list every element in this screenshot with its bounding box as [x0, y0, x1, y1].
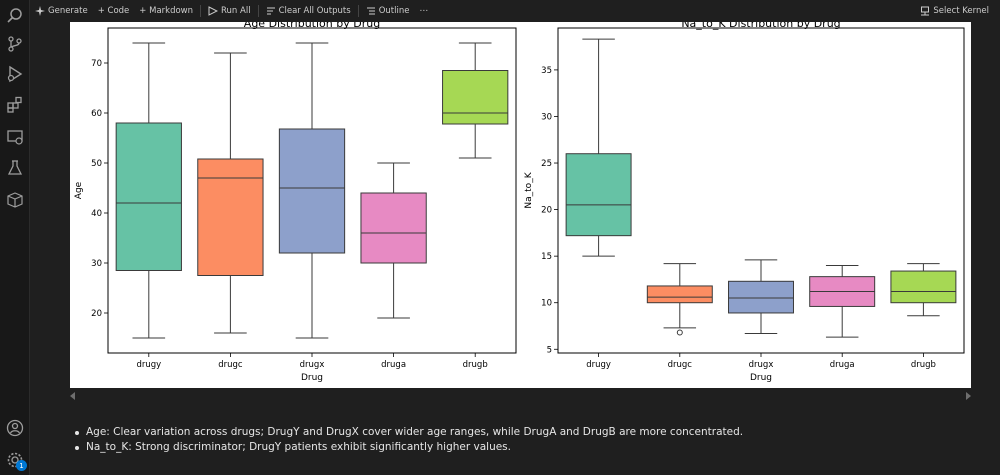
box-drugy: [115, 122, 182, 271]
output-horizontal-scrollbar[interactable]: [70, 390, 971, 402]
box-drugc: [646, 285, 713, 304]
y-tick-label: 60: [91, 109, 102, 119]
search-icon[interactable]: [5, 6, 25, 26]
clear-all-icon: [266, 7, 275, 15]
y-tick-label: 30: [91, 259, 102, 269]
y-tick-label: 10: [541, 299, 552, 309]
run-all-label: Run All: [221, 6, 251, 16]
outline-button[interactable]: Outline: [361, 0, 415, 22]
x-tick-label: drugy: [586, 360, 611, 370]
y-tick-label: 30: [541, 112, 552, 122]
box-drugy: [565, 153, 632, 237]
y-axis-label: Na_to_K: [524, 171, 534, 208]
x-tick-label: drugy: [136, 360, 161, 370]
box-drugc: [197, 158, 264, 276]
source-control-icon[interactable]: [5, 34, 25, 54]
x-tick-label: druga: [830, 360, 855, 370]
box-drugb: [890, 270, 957, 304]
clear-outputs-label: Clear All Outputs: [278, 6, 351, 16]
more-actions-icon: ⋯: [419, 6, 428, 16]
y-tick-label: 20: [541, 206, 552, 216]
account-icon[interactable]: [5, 418, 25, 438]
settings-badge: 1: [16, 460, 27, 471]
x-tick-label: drugb: [911, 360, 936, 370]
y-tick-label: 15: [541, 252, 552, 262]
x-tick-label: drugx: [300, 360, 325, 370]
run-all-icon: [208, 6, 219, 16]
notebook-toolbar: Generate + Code + Markdown Run All Clear…: [30, 0, 1000, 22]
x-tick-label: drugb: [463, 360, 488, 370]
y-tick-label: 20: [91, 309, 102, 319]
outline-icon: [366, 7, 375, 15]
note-item: Na_to_K: Strong discriminator; DrugY pat…: [72, 440, 972, 455]
add-markdown-label: + Markdown: [139, 6, 194, 16]
activity-bar: 1: [0, 0, 30, 475]
x-tick-label: drugc: [668, 360, 693, 370]
x-axis-label: Drug: [750, 373, 772, 383]
box-drugb: [442, 70, 509, 125]
box-drugx: [728, 280, 794, 314]
select-kernel-button[interactable]: Select Kernel: [915, 0, 994, 22]
y-tick-label: 50: [91, 159, 102, 169]
run-debug-icon[interactable]: [5, 64, 25, 84]
y-tick-label: 35: [541, 66, 552, 76]
outlier-point: [676, 329, 683, 336]
x-tick-label: drugx: [749, 360, 774, 370]
y-tick-label: 70: [91, 59, 102, 69]
generate-button[interactable]: Generate: [30, 0, 93, 22]
generate-label: Generate: [48, 6, 88, 16]
testing-icon[interactable]: [5, 158, 25, 178]
sparkle-icon: [35, 6, 45, 16]
x-tick-label: drugc: [218, 360, 243, 370]
x-tick-label: druga: [381, 360, 406, 370]
chart-title: Na_to_K Distribution by Drug: [681, 22, 840, 30]
toolbar-divider: [257, 5, 259, 17]
remote-explorer-icon[interactable]: [5, 127, 25, 147]
y-tick-label: 40: [91, 209, 102, 219]
toolbar-divider: [200, 5, 202, 17]
y-tick-label: 5: [547, 345, 552, 355]
markdown-notes: Age: Clear variation across drugs; DrugY…: [72, 425, 972, 455]
cell-output: Age Distribution by Drug 20 30 40 50 60 70 drug…: [70, 22, 971, 388]
chart-title: Age Distribution by Drug: [244, 22, 380, 30]
packages-icon[interactable]: [5, 190, 25, 210]
run-all-button[interactable]: Run All: [203, 0, 256, 22]
outline-label: Outline: [378, 6, 410, 16]
scroll-right-icon[interactable]: [966, 392, 971, 400]
clear-outputs-button[interactable]: Clear All Outputs: [261, 0, 356, 22]
select-kernel-label: Select Kernel: [933, 6, 989, 16]
boxplot-figure: Age Distribution by Drug 20 30 40 50 60 70 drug…: [74, 22, 965, 383]
box-drugx: [278, 128, 346, 254]
y-axis-label: Age: [74, 181, 84, 199]
note-item: Age: Clear variation across drugs; DrugY…: [72, 425, 972, 440]
kernel-icon: [921, 6, 930, 16]
toolbar-divider: [357, 5, 359, 17]
y-tick-label: 25: [541, 159, 552, 169]
x-axis-label: Drug: [301, 373, 323, 383]
extensions-icon[interactable]: [5, 95, 25, 115]
box-druga: [360, 192, 427, 264]
plot-frame: [107, 27, 517, 354]
add-code-button[interactable]: + Code: [93, 0, 135, 22]
scroll-left-icon[interactable]: [70, 392, 75, 400]
add-code-label: + Code: [97, 6, 130, 16]
more-actions-button[interactable]: ⋯: [414, 0, 433, 22]
add-markdown-button[interactable]: + Markdown: [134, 0, 198, 22]
plot-frame: [557, 27, 965, 354]
